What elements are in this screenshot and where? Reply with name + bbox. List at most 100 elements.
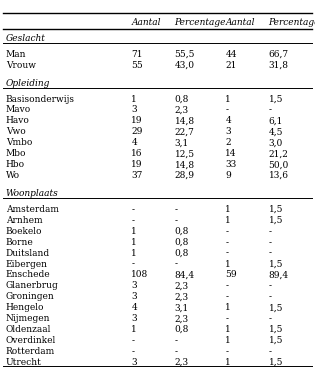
Text: -: - [131,205,134,214]
Text: Vwo: Vwo [6,127,26,137]
Text: 44: 44 [226,50,237,59]
Text: Mavo: Mavo [6,106,31,115]
Text: 71: 71 [131,50,143,59]
Text: -: - [269,238,272,247]
Text: 1: 1 [131,94,137,103]
Text: 59: 59 [226,270,237,279]
Text: 3,1: 3,1 [175,303,189,312]
Text: 50,0: 50,0 [269,160,289,169]
Text: 1,5: 1,5 [269,216,283,225]
Text: -: - [269,227,272,236]
Text: Rotterdam: Rotterdam [6,347,55,356]
Text: Hengelo: Hengelo [6,303,44,312]
Text: Mbo: Mbo [6,149,26,158]
Text: Boekelo: Boekelo [6,227,42,236]
Text: 1: 1 [131,238,137,247]
Text: -: - [226,347,228,356]
Text: -: - [269,106,272,115]
Text: Vrouw: Vrouw [6,61,36,70]
Text: 2,3: 2,3 [175,106,189,115]
Text: 1: 1 [226,94,231,103]
Text: 1,5: 1,5 [269,260,283,269]
Text: -: - [226,227,228,236]
Text: Eibergen: Eibergen [6,260,48,269]
Text: Basisonderwijs: Basisonderwijs [6,94,75,103]
Text: 1,5: 1,5 [269,303,283,312]
Text: Duitsland: Duitsland [6,248,50,257]
Text: 3: 3 [131,358,137,367]
Text: 3: 3 [131,292,137,301]
Text: Overdinkel: Overdinkel [6,336,56,345]
Text: Geslacht: Geslacht [6,34,45,43]
Text: 2: 2 [226,138,231,147]
Text: 4: 4 [131,303,137,312]
Text: 43,0: 43,0 [175,61,194,70]
Text: 4,5: 4,5 [269,127,283,137]
Text: Oldenzaal: Oldenzaal [6,325,51,334]
Text: Woonplaats: Woonplaats [6,189,58,198]
Text: 0,8: 0,8 [175,238,189,247]
Text: 55,5: 55,5 [175,50,195,59]
Text: 3: 3 [131,314,137,323]
Text: -: - [269,248,272,257]
Text: 14: 14 [226,149,237,158]
Text: Opleiding: Opleiding [6,79,50,88]
Text: 4: 4 [131,138,137,147]
Text: 4: 4 [226,116,231,125]
Text: -: - [131,347,134,356]
Text: -: - [269,314,272,323]
Text: -: - [226,248,228,257]
Text: 0,8: 0,8 [175,248,189,257]
Text: -: - [175,347,177,356]
Text: 1: 1 [131,227,137,236]
Text: -: - [269,281,272,291]
Text: 1: 1 [226,216,231,225]
Text: 28,9: 28,9 [175,171,194,180]
Text: -: - [226,238,228,247]
Text: Man: Man [6,50,26,59]
Text: 37: 37 [131,171,143,180]
Text: Enschede: Enschede [6,270,50,279]
Text: -: - [175,336,177,345]
Text: -: - [226,281,228,291]
Text: -: - [226,292,228,301]
Text: 9: 9 [226,171,231,180]
Text: Utrecht: Utrecht [6,358,42,367]
Text: 3: 3 [131,106,137,115]
Text: Vmbo: Vmbo [6,138,32,147]
Text: -: - [269,347,272,356]
Text: -: - [226,314,228,323]
Text: 1: 1 [226,325,231,334]
Text: -: - [226,106,228,115]
Text: 1: 1 [131,248,137,257]
Text: 19: 19 [131,116,143,125]
Text: Aantal: Aantal [131,17,161,27]
Text: -: - [175,205,177,214]
Text: 1: 1 [226,303,231,312]
Text: 1: 1 [226,205,231,214]
Text: 14,8: 14,8 [175,160,195,169]
Text: 0,8: 0,8 [175,325,189,334]
Text: Amsterdam: Amsterdam [6,205,59,214]
Text: -: - [269,292,272,301]
Text: 1,5: 1,5 [269,358,283,367]
Text: 2,3: 2,3 [175,292,189,301]
Text: -: - [131,216,134,225]
Text: 84,4: 84,4 [175,270,195,279]
Text: 33: 33 [226,160,237,169]
Text: 2,3: 2,3 [175,314,189,323]
Text: -: - [131,336,134,345]
Text: 1,5: 1,5 [269,336,283,345]
Text: 66,7: 66,7 [269,50,289,59]
Text: 2,3: 2,3 [175,358,189,367]
Text: 1: 1 [131,325,137,334]
Text: 21: 21 [226,61,237,70]
Text: -: - [175,216,177,225]
Text: 1: 1 [226,260,231,269]
Text: 1,5: 1,5 [269,325,283,334]
Text: 1,5: 1,5 [269,205,283,214]
Text: 3: 3 [131,281,137,291]
Text: Hbo: Hbo [6,160,25,169]
Text: 29: 29 [131,127,143,137]
Text: 22,7: 22,7 [175,127,194,137]
